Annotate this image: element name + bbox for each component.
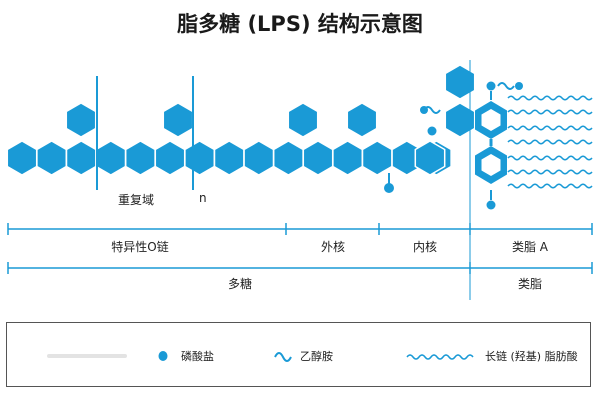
- sugar-chain-main-row: [6, 140, 452, 176]
- sugar-hexagon: [95, 140, 127, 176]
- sugar-hexagon: [213, 140, 245, 176]
- sugar-hexagon: [65, 102, 97, 138]
- lipid-a-glucosamine: [475, 146, 507, 184]
- legend-phosphate-label: 磷酸盐: [181, 350, 214, 363]
- group-bracket-row: [7, 262, 593, 274]
- fatty-acid-chains: [507, 95, 593, 189]
- sugar-hexagon: [414, 140, 446, 176]
- region-bracket-row: [7, 223, 593, 235]
- sugar-hexagon: [287, 102, 319, 138]
- repeat-domain-label: 重复域: [118, 193, 155, 207]
- legend-fatty-acid-label: 长链 (羟基) 脂肪酸: [485, 350, 578, 363]
- sugar-hexagon: [65, 140, 97, 176]
- sugar-hexagon: [184, 140, 216, 176]
- sugar-hexagon: [361, 140, 393, 176]
- lipid-a-glucosamine: [475, 101, 507, 139]
- sugar-hexagon: [272, 140, 304, 176]
- fatty-acid-chain: [507, 125, 593, 131]
- phosphate-dot: [486, 200, 496, 210]
- sugar-hexagon: [154, 140, 186, 176]
- fatty-acid-chain: [507, 155, 593, 161]
- ethanolamine-tail: [497, 82, 515, 90]
- phosphate-dot: [515, 82, 523, 90]
- lipid-a-label: 类脂 A: [507, 240, 553, 254]
- repeat-n-label: n: [199, 191, 207, 205]
- o-chain-label: 特异性O链: [107, 240, 173, 254]
- sugar-hexagon: [346, 102, 378, 138]
- sugar-hexagon: [6, 140, 38, 176]
- fatty-acid-wave-icon: [406, 354, 474, 360]
- sugar-hexagon: [444, 102, 476, 138]
- polysaccharide-label: 多糖: [223, 277, 257, 291]
- phosphate-dot: [427, 126, 437, 136]
- sugar-hexagon: [444, 64, 476, 100]
- page-title: 脂多糖 (LPS) 结构示意图: [177, 12, 423, 36]
- fatty-acid-chain: [507, 139, 593, 145]
- lipid-label: 类脂: [513, 277, 547, 291]
- sugar-hexagon: [302, 140, 334, 176]
- ethanolamine-wave-icon: [274, 352, 292, 362]
- legend-box: 磷酸盐 乙醇胺 长链 (羟基) 脂肪酸: [6, 322, 591, 387]
- sugar-chain-branches: [65, 64, 476, 176]
- sugar-hexagon: [243, 140, 275, 176]
- legend-ethanolamine-label: 乙醇胺: [300, 350, 333, 363]
- sugar-hexagon: [124, 140, 156, 176]
- sugar-hexagon: [332, 140, 364, 176]
- phosphate-dot: [384, 183, 394, 193]
- phosphate-dot-icon: [158, 351, 168, 361]
- sugar-hexagon: [162, 102, 194, 138]
- outer-core-label: 外核: [316, 240, 350, 254]
- fatty-acid-chain: [507, 109, 593, 115]
- fatty-acid-chain: [507, 95, 593, 101]
- phosphate-dot: [420, 106, 428, 114]
- inner-core-label: 内核: [408, 240, 442, 254]
- fatty-acid-chain: [507, 169, 593, 175]
- phosphate-dot: [486, 81, 496, 91]
- legend-icons: [47, 351, 474, 362]
- sugar-bar-icon: [47, 354, 127, 358]
- sugar-hexagon: [36, 140, 68, 176]
- fatty-acid-chain: [507, 183, 593, 189]
